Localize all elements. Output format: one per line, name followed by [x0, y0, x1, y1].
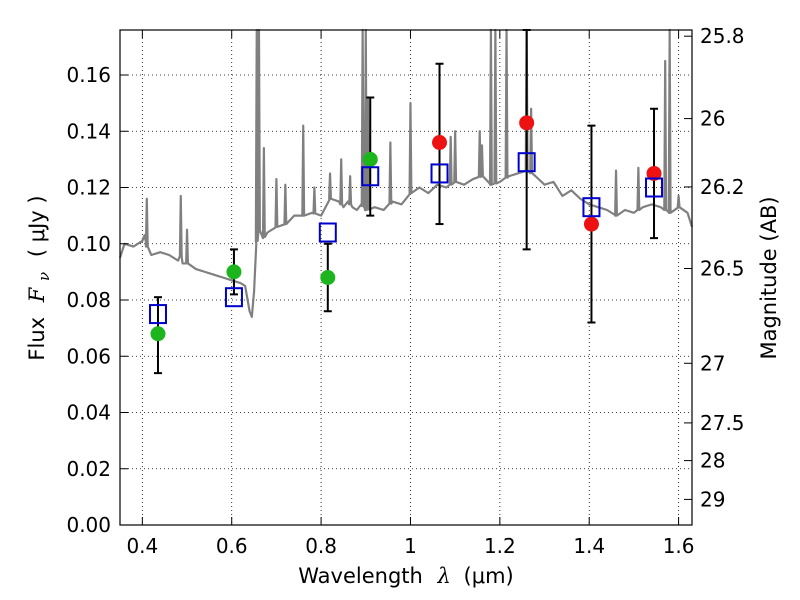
y-tick-label: 0.16	[66, 63, 111, 87]
y-tick-label: 0.10	[66, 232, 111, 256]
model-square	[361, 166, 380, 187]
data-point	[226, 264, 242, 280]
y-tick-label: 0.06	[66, 344, 111, 368]
ticks	[120, 30, 692, 526]
y2-tick-label: 28	[700, 449, 725, 473]
y2-tick-label: 26.2	[700, 175, 745, 199]
data-point	[583, 216, 599, 232]
model-square	[148, 304, 167, 325]
x-axis-label-prefix: Wavelength	[298, 564, 423, 588]
plot-frame	[119, 29, 693, 526]
x-tick-label: 0.8	[305, 534, 337, 558]
data-point	[519, 115, 535, 131]
grid	[120, 30, 692, 526]
y-axis-label-symbol: F	[25, 286, 49, 303]
y2-tick-label: 27.5	[700, 411, 745, 435]
y-axis-label-prefix: Flux	[25, 317, 49, 361]
y2-axis-label: Magnitude (AB)	[757, 196, 781, 359]
data-point	[432, 135, 448, 150]
x-tick-label: 1.4	[573, 534, 605, 558]
spectrum	[118, 28, 694, 318]
y2-tick-label: 26.5	[700, 257, 745, 281]
y2-tick-label: 25.8	[700, 24, 745, 48]
model-square	[224, 287, 243, 308]
model-square	[318, 222, 337, 243]
x-axis-label-symbol: λ	[437, 564, 451, 588]
y-tick-labels: 0.00 0.02 0.04 0.06 0.08 0.10 0.12 0.14 0.16	[66, 63, 111, 537]
y2-tick-label: 26	[700, 107, 725, 131]
y-tick-label: 0.02	[66, 457, 111, 481]
data-point	[320, 270, 336, 285]
y-tick-label: 0.08	[66, 288, 111, 312]
errorbars	[153, 29, 659, 375]
y-tick-label: 0.14	[66, 119, 111, 143]
data-point	[646, 165, 662, 181]
data-point	[150, 326, 166, 342]
y-tick-label: 0.12	[66, 176, 111, 200]
y-tick-label: 0.04	[66, 401, 111, 425]
y-axis-label-units: ( μJy )	[25, 195, 49, 257]
model-square	[430, 163, 449, 184]
markers	[148, 115, 664, 342]
x-tick-labels: 0.4 0.6 0.8 1 1.2 1.4 1.6	[126, 534, 694, 558]
x-tick-label: 1.2	[484, 534, 516, 558]
y-axis-label: Flux F ν ( μJy )	[25, 195, 54, 360]
y2-tick-labels: 25.8 26 26.2 26.5 27 27.5 28 29	[700, 24, 745, 511]
x-tick-label: 0.4	[126, 534, 158, 558]
y-tick-label: 0.00	[66, 513, 111, 537]
data-point	[362, 151, 378, 167]
model-square	[517, 152, 536, 173]
x-tick-label: 1.6	[663, 534, 695, 558]
y2-tick-label: 29	[700, 487, 725, 511]
y2-tick-label: 27	[700, 351, 725, 375]
x-axis-label-units: (μm)	[464, 564, 514, 588]
spectrum-line	[118, 28, 694, 318]
x-axis-label: Wavelength λ (μm)	[298, 564, 513, 588]
x-tick-label: 0.6	[216, 534, 248, 558]
y-axis-label-subscript: ν	[35, 272, 53, 281]
model-square	[582, 197, 601, 218]
x-tick-label: 1	[404, 534, 417, 558]
model-square	[645, 177, 664, 198]
